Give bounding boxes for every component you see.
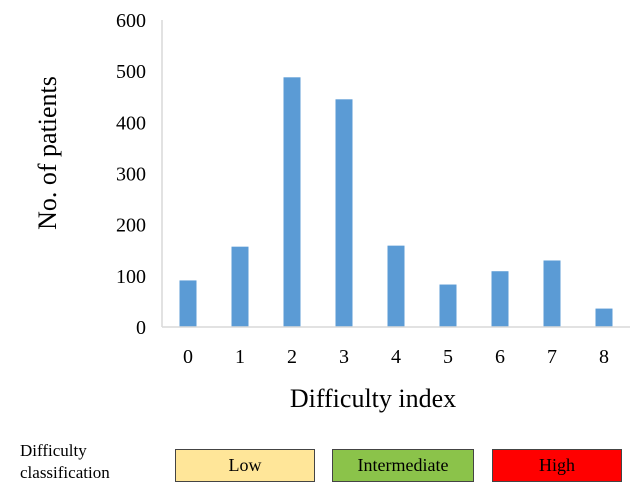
bar-5 xyxy=(439,284,457,327)
x-tick-label: 0 xyxy=(183,346,193,368)
bar-7 xyxy=(543,260,561,327)
classification-title-line1: Difficulty xyxy=(20,441,87,460)
x-tick-label: 4 xyxy=(391,346,401,368)
x-tick-label: 8 xyxy=(599,346,609,368)
bars xyxy=(179,77,613,327)
x-axis-title: Difficulty index xyxy=(290,384,456,413)
classification-high-label: High xyxy=(539,455,575,475)
bar-8 xyxy=(595,308,613,327)
difficulty-index-chart: 0 100 200 300 400 500 600 0 1 2 3 4 5 6 7 8 Difficulty… xyxy=(33,10,630,413)
y-axis-title: No. of patients xyxy=(33,76,62,230)
y-tick-label: 500 xyxy=(116,61,146,83)
x-tick-label: 7 xyxy=(547,346,557,368)
x-tick-labels: 0 1 2 3 4 5 6 7 8 xyxy=(183,346,609,368)
x-tick-label: 5 xyxy=(443,346,453,368)
y-tick-label: 200 xyxy=(116,215,146,237)
classification-intermediate-box: Intermediate xyxy=(332,449,474,482)
classification-high-box: High xyxy=(492,449,622,482)
bar-1 xyxy=(231,246,249,327)
x-tick-label: 6 xyxy=(495,346,505,368)
y-tick-label: 100 xyxy=(116,266,146,288)
classification-intermediate-label: Intermediate xyxy=(357,455,449,475)
y-tick-labels: 0 100 200 300 400 500 600 xyxy=(116,10,146,339)
bar-3 xyxy=(335,99,353,327)
bar-6 xyxy=(491,271,509,327)
classification-title: Difficulty classification xyxy=(20,440,160,484)
y-tick-label: 400 xyxy=(116,112,146,134)
y-tick-label: 600 xyxy=(116,10,146,32)
x-tick-label: 1 xyxy=(235,346,245,368)
x-tick-label: 2 xyxy=(287,346,297,368)
classification-title-line2: classification xyxy=(20,463,110,482)
y-tick-label: 0 xyxy=(136,317,146,339)
bar-2 xyxy=(283,77,301,327)
classification-low-box: Low xyxy=(175,449,315,482)
bar-0 xyxy=(179,280,197,327)
bar-4 xyxy=(387,245,405,327)
classification-low-label: Low xyxy=(228,455,262,475)
y-tick-label: 300 xyxy=(116,164,146,186)
x-tick-label: 3 xyxy=(339,346,349,368)
